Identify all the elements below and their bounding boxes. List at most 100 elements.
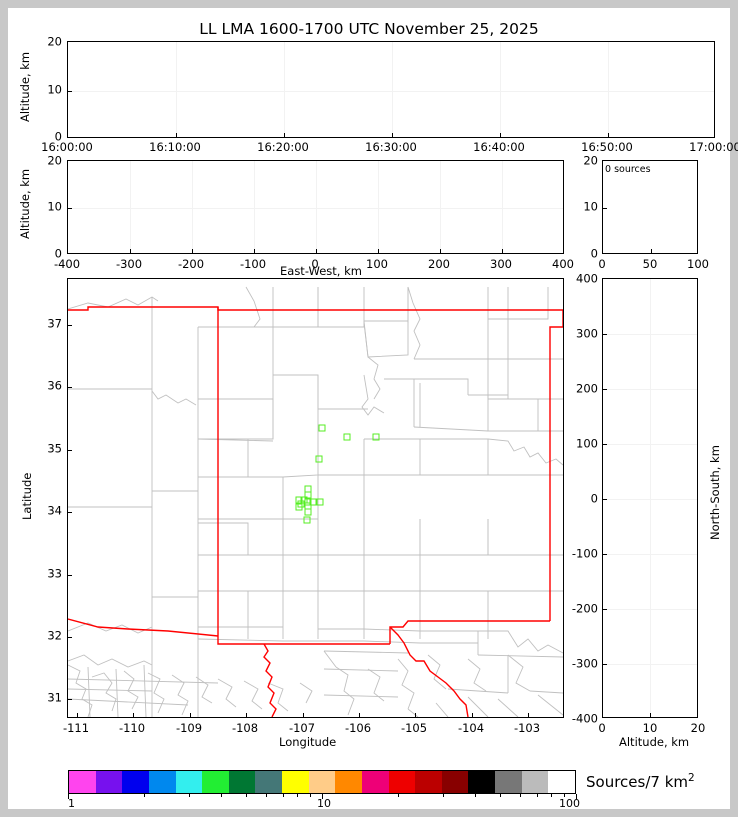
colorbar-segment — [388, 771, 416, 793]
lightning-source-marker — [343, 433, 351, 441]
axis-tick — [68, 90, 72, 92]
colorbar-label-mid: 10 — [317, 797, 331, 810]
axis-tick — [130, 249, 131, 253]
colorbar-segment — [282, 771, 309, 793]
colorbar-tick — [519, 794, 521, 797]
xtick-label: 16:00:00 — [41, 140, 93, 154]
colorbar-segment — [495, 771, 522, 793]
axis-tick — [415, 713, 416, 717]
gridline — [608, 42, 609, 137]
colorbar-tick — [245, 794, 247, 797]
axis-tick — [603, 609, 607, 610]
axis-tick — [284, 133, 285, 137]
colorbar-segment — [361, 771, 389, 793]
colorbar-tick — [265, 794, 267, 797]
colorbar-tick — [297, 794, 299, 797]
panel-north-south-altitude[interactable] — [602, 278, 698, 718]
panel-altitude-east-west[interactable] — [67, 160, 564, 254]
xtick-label: -300 — [115, 257, 143, 271]
colorbar-segment — [548, 771, 575, 793]
axis-tick — [651, 249, 652, 253]
ytick-label: 10 — [47, 199, 62, 214]
axis-tick — [254, 249, 255, 253]
axis-tick — [378, 249, 379, 253]
ytick-label: 32 — [47, 628, 62, 643]
gridline — [68, 208, 563, 209]
ytick-label: -300 — [571, 656, 598, 671]
xtick-label: 16:10:00 — [149, 140, 201, 154]
colorbar[interactable] — [68, 770, 576, 794]
axis-tick — [68, 208, 72, 209]
axis-tick — [603, 554, 607, 555]
xtick-label: 400 — [552, 257, 574, 271]
xtick-label: 20 — [690, 721, 706, 735]
sources-count-annotation: 0 sources — [605, 164, 651, 175]
colorbar-tick — [499, 794, 501, 797]
colorbar-segment — [521, 771, 549, 793]
gridline — [650, 279, 651, 717]
xtick-label: -105 — [400, 721, 428, 735]
figure-canvas: LL LMA 1600-1700 UTC November 25, 2025 2… — [8, 8, 738, 810]
gridline — [284, 42, 285, 137]
colorbar-tick — [551, 794, 553, 797]
ytick-label: -400 — [571, 711, 598, 726]
colorbar-segment — [228, 771, 256, 793]
ytick-label: 37 — [47, 316, 62, 331]
ytick-label: 300 — [576, 326, 598, 341]
panel-map[interactable] — [67, 278, 564, 718]
gridline — [254, 161, 255, 253]
xtick-label: -400 — [53, 257, 81, 271]
colorbar-tick — [144, 794, 146, 797]
axis-tick — [650, 713, 651, 717]
xtick-label: 100 — [687, 257, 709, 271]
axis-tick — [246, 713, 247, 717]
axis-tick — [472, 713, 473, 717]
axis-tick — [603, 208, 607, 209]
xtick-label: 17:00:00 — [689, 140, 738, 154]
xtick-label: -111 — [62, 721, 90, 735]
panel-map-ylabel: Latitude — [20, 472, 34, 520]
colorbar-tick — [310, 794, 312, 797]
xtick-label: 0 — [598, 257, 606, 271]
colorbar-segment — [148, 771, 176, 793]
axis-tick — [603, 664, 607, 665]
ytick-label: 0 — [590, 246, 598, 261]
lightning-source-marker — [304, 491, 312, 499]
colorbar-tick — [398, 794, 400, 797]
map-geography — [68, 286, 563, 717]
lightning-source-marker — [372, 433, 380, 441]
axis-tick — [603, 389, 607, 390]
colorbar-tick — [220, 794, 222, 797]
axis-tick — [68, 450, 72, 451]
colorbar-segment — [415, 771, 442, 793]
xtick-label: -104 — [457, 721, 485, 735]
ytick-label: 20 — [47, 153, 62, 168]
ytick-label: 0 — [54, 246, 62, 261]
ytick-label: 100 — [576, 436, 598, 451]
colorbar-segment — [255, 771, 282, 793]
xtick-label: 16:40:00 — [473, 140, 525, 154]
axis-tick — [316, 249, 317, 253]
axis-tick — [303, 713, 304, 717]
xtick-label: 300 — [490, 257, 512, 271]
axis-tick — [603, 334, 607, 335]
colorbar-title-exponent: 2 — [688, 772, 695, 784]
gridline — [500, 42, 501, 137]
axis-tick — [500, 133, 501, 137]
colorbar-tick — [564, 794, 566, 797]
figure-title: LL LMA 1600-1700 UTC November 25, 2025 — [199, 20, 539, 38]
lightning-source-marker — [316, 498, 324, 506]
panel-alt-ew-ylabel: Altitude, km — [18, 168, 32, 239]
colorbar-tick — [68, 794, 69, 799]
panel-sources-histogram[interactable]: 0 sources — [602, 160, 698, 254]
ytick-label: 36 — [47, 378, 62, 393]
colorbar-segment — [441, 771, 469, 793]
gridline — [130, 161, 131, 253]
ytick-label: 20 — [47, 34, 62, 49]
gridline — [440, 161, 441, 253]
panel-time-height[interactable] — [67, 41, 715, 138]
map-canvas[interactable] — [68, 279, 563, 717]
state-boundaries — [68, 306, 563, 717]
panel-map-xlabel: Longitude — [279, 735, 337, 749]
colorbar-segment — [122, 771, 149, 793]
